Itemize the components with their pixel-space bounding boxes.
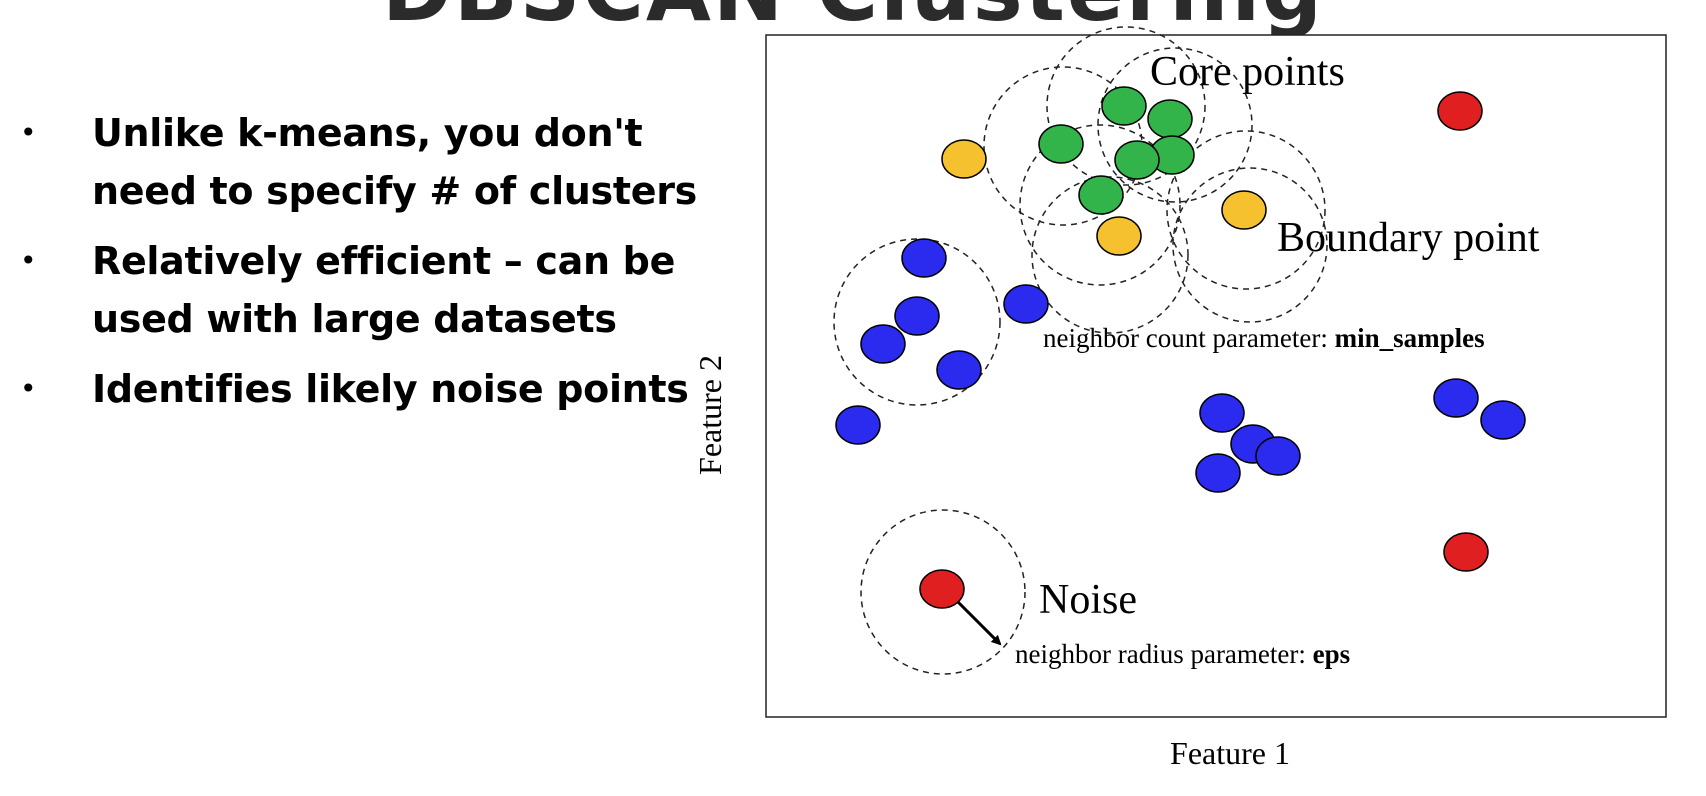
eps-circle	[833, 238, 1001, 406]
min-samples-label: neighbor count parameter: min_samples	[1043, 323, 1485, 353]
bullet-item-no-k: • Unlike k-means, you don't need to spec…	[18, 104, 708, 220]
y-axis-label: Feature 2	[692, 355, 728, 475]
boundary-point-label: Boundary point	[1277, 215, 1540, 261]
x-axis-label: Feature 1	[1170, 735, 1290, 771]
eps-name: eps	[1313, 639, 1351, 669]
eps-radius-arrow	[953, 597, 1002, 646]
bullet-item-noise: • Identifies likely noise points	[18, 360, 708, 418]
boundary-point	[1096, 216, 1142, 256]
data-points	[835, 86, 1526, 609]
cluster-point	[1199, 393, 1245, 433]
bullet-text: Unlike k-means, you don't need to specif…	[92, 111, 697, 213]
eps-circle	[1172, 167, 1328, 323]
min-samples-name: min_samples	[1335, 323, 1485, 353]
eps-circle	[1046, 26, 1206, 186]
cluster-point	[1480, 400, 1526, 440]
eps-circle	[1097, 47, 1253, 203]
noise-label: Noise	[1039, 577, 1137, 623]
plot-frame	[765, 34, 1667, 718]
core-point	[1114, 140, 1160, 180]
bullet-item-efficient: • Relatively efficient – can be used wit…	[18, 232, 708, 348]
cluster-point	[1255, 436, 1301, 476]
core-point	[1101, 86, 1147, 126]
noise-point	[1437, 91, 1483, 131]
boundary-point	[1221, 190, 1267, 230]
min-samples-prefix: neighbor count parameter:	[1043, 323, 1335, 353]
eps-circle	[1166, 130, 1326, 290]
bullet-list: • Unlike k-means, you don't need to spec…	[18, 104, 708, 430]
eps-neighborhoods	[833, 26, 1328, 675]
eps-circle	[1019, 124, 1181, 286]
core-point	[1078, 175, 1124, 215]
core-point	[1147, 99, 1193, 139]
cluster-point	[1003, 284, 1049, 324]
bullet-dot-icon: •	[20, 244, 37, 277]
bullet-dot-icon: •	[20, 116, 37, 149]
cluster-point	[894, 296, 940, 336]
bullet-text: Identifies likely noise points	[92, 367, 689, 411]
noise-point	[919, 569, 965, 609]
bullet-text: Relatively efficient – can be used with …	[92, 239, 676, 341]
cluster-point	[1433, 378, 1479, 418]
eps-prefix: neighbor radius parameter:	[1015, 639, 1313, 669]
core-point	[1038, 124, 1084, 164]
cluster-point	[936, 350, 982, 390]
bullet-dot-icon: •	[20, 372, 37, 405]
eps-circle	[860, 509, 1026, 675]
cluster-point	[835, 405, 881, 445]
boundary-point	[941, 139, 987, 179]
cluster-point	[901, 238, 947, 278]
cluster-point	[860, 324, 906, 364]
noise-point	[1443, 532, 1489, 572]
eps-label: neighbor radius parameter: eps	[1015, 639, 1350, 669]
slide-title: DBSCAN Clustering	[0, 0, 1706, 40]
core-points-label: Core points	[1150, 49, 1345, 95]
cluster-point	[1195, 453, 1241, 493]
